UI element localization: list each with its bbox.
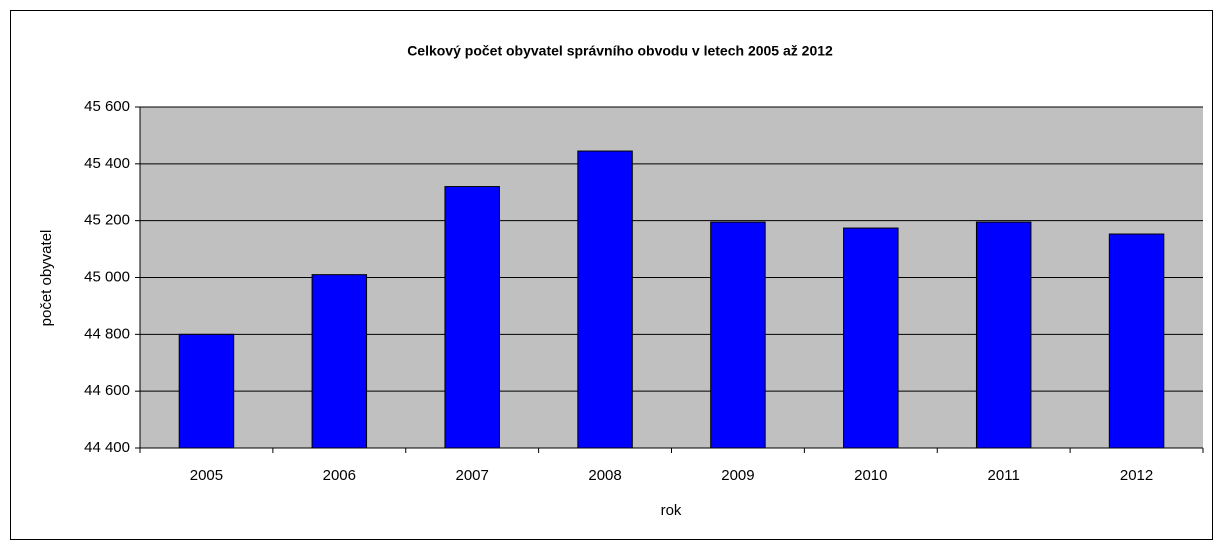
bar <box>178 333 235 449</box>
x-tick-label: 2005 <box>190 467 223 484</box>
bar <box>710 221 766 449</box>
y-axis-title: počet obyvatel <box>38 230 55 327</box>
x-tick-label: 2008 <box>588 467 621 484</box>
x-tick-label: 2010 <box>854 467 887 484</box>
y-tick-label: 45 000 <box>84 268 130 285</box>
y-tick-label: 45 400 <box>84 155 130 172</box>
y-tick-label: 45 600 <box>84 98 130 115</box>
y-tick-label: 45 200 <box>84 212 130 229</box>
y-tick-label: 44 600 <box>84 382 130 399</box>
x-tick-label: 2011 <box>988 467 1020 484</box>
x-tick-label: 2009 <box>721 467 754 484</box>
y-tick-label: 44 800 <box>84 325 130 342</box>
bar <box>444 186 500 449</box>
x-tick-label: 2012 <box>1120 467 1153 484</box>
bar <box>311 274 368 449</box>
x-tick-label: 2006 <box>323 467 356 484</box>
x-axis-title: rok <box>661 502 682 519</box>
bar <box>577 150 633 449</box>
x-tick-label: 2007 <box>456 467 489 484</box>
chart-title: Celkový počet obyvatel správního obvodu … <box>407 43 833 59</box>
bar <box>843 227 899 449</box>
bar <box>1108 233 1165 449</box>
y-tick-label: 44 400 <box>84 439 130 456</box>
bar <box>975 221 1032 449</box>
